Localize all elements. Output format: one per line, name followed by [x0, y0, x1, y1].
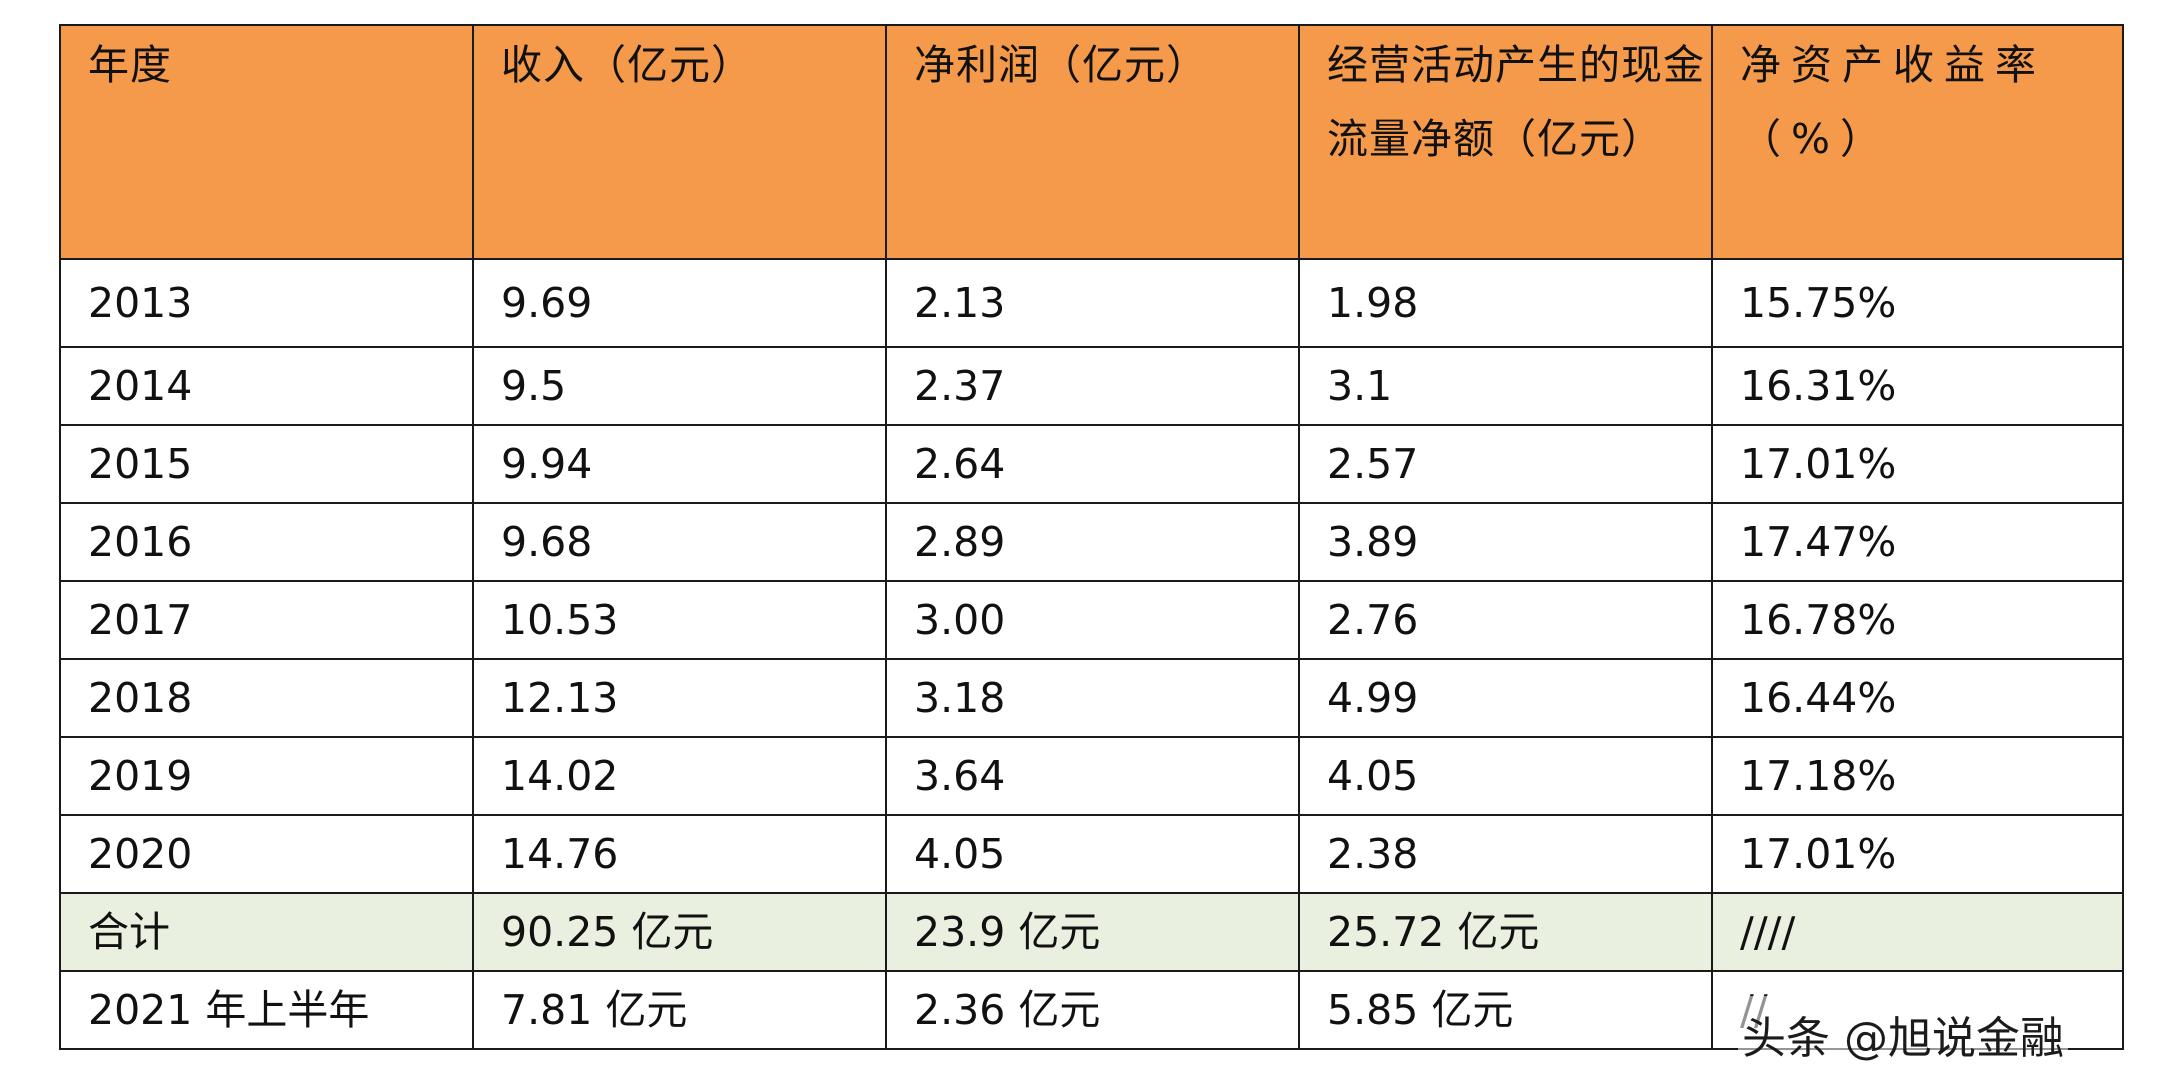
table-row: 2019 14.02 3.64 4.05 17.18%: [59, 736, 2124, 816]
cell-revenue: 14.02: [472, 736, 887, 816]
cell-total-revenue: 90.25 亿元: [472, 892, 887, 972]
table-row: 2016 9.68 2.89 3.89 17.47%: [59, 502, 2124, 582]
cell-revenue: 9.5: [472, 346, 887, 426]
half-year-row: 2021 年上半年 7.81 亿元 2.36 亿元 5.85 亿元 //: [59, 970, 2124, 1050]
cell-year: 2015: [59, 424, 474, 504]
total-row: 合计 90.25 亿元 23.9 亿元 25.72 亿元 ////: [59, 892, 2124, 972]
cell-cash-flow: 2.76: [1298, 580, 1713, 660]
cell-net-profit: 2.37: [885, 346, 1300, 426]
cell-roe: 16.44%: [1711, 658, 2124, 738]
cell-half-label: 2021 年上半年: [59, 970, 474, 1050]
cell-net-profit: 4.05: [885, 814, 1300, 894]
table-row: 2018 12.13 3.18 4.99 16.44%: [59, 658, 2124, 738]
cell-year: 2018: [59, 658, 474, 738]
cell-revenue: 10.53: [472, 580, 887, 660]
cell-year: 2019: [59, 736, 474, 816]
cell-year: 2013: [59, 258, 474, 348]
cell-net-profit: 3.00: [885, 580, 1300, 660]
header-row: 年度 收入（亿元） 净利润（亿元） 经营活动产生的现金流量净额（亿元） 净资产收…: [59, 24, 2124, 260]
cell-revenue: 9.68: [472, 502, 887, 582]
cell-net-profit: 3.64: [885, 736, 1300, 816]
cell-revenue: 9.94: [472, 424, 887, 504]
cell-roe: 17.18%: [1711, 736, 2124, 816]
cell-total-net-profit: 23.9 亿元: [885, 892, 1300, 972]
cell-roe: 17.01%: [1711, 814, 2124, 894]
cell-revenue: 14.76: [472, 814, 887, 894]
cell-year: 2014: [59, 346, 474, 426]
cell-roe: 17.47%: [1711, 502, 2124, 582]
header-net-profit: 净利润（亿元）: [885, 24, 1300, 260]
cell-revenue: 9.69: [472, 258, 887, 348]
cell-cash-flow: 3.1: [1298, 346, 1713, 426]
cell-cash-flow: 4.05: [1298, 736, 1713, 816]
cell-total-roe: ////: [1711, 892, 2124, 972]
cell-revenue: 12.13: [472, 658, 887, 738]
header-operating-cash-flow: 经营活动产生的现金流量净额（亿元）: [1298, 24, 1713, 260]
cell-roe: 17.01%: [1711, 424, 2124, 504]
cell-cash-flow: 2.57: [1298, 424, 1713, 504]
cell-roe: 15.75%: [1711, 258, 2124, 348]
cell-roe: 16.31%: [1711, 346, 2124, 426]
header-revenue: 收入（亿元）: [472, 24, 887, 260]
table-row: 2014 9.5 2.37 3.1 16.31%: [59, 346, 2124, 426]
cell-total-label: 合计: [59, 892, 474, 972]
cell-net-profit: 2.13: [885, 258, 1300, 348]
watermark: 头条 @旭说金融: [1738, 996, 2068, 1072]
cell-half-revenue: 7.81 亿元: [472, 970, 887, 1050]
cell-cash-flow: 3.89: [1298, 502, 1713, 582]
table-row: 2013 9.69 2.13 1.98 15.75%: [59, 258, 2124, 348]
financial-table: 年度 收入（亿元） 净利润（亿元） 经营活动产生的现金流量净额（亿元） 净资产收…: [59, 24, 2124, 1050]
table-row: 2020 14.76 4.05 2.38 17.01%: [59, 814, 2124, 894]
table-row: 2017 10.53 3.00 2.76 16.78%: [59, 580, 2124, 660]
cell-net-profit: 2.64: [885, 424, 1300, 504]
cell-roe: 16.78%: [1711, 580, 2124, 660]
cell-cash-flow: 1.98: [1298, 258, 1713, 348]
cell-cash-flow: 4.99: [1298, 658, 1713, 738]
header-year: 年度: [59, 24, 474, 260]
cell-total-cash-flow: 25.72 亿元: [1298, 892, 1713, 972]
cell-half-cash-flow: 5.85 亿元: [1298, 970, 1713, 1050]
cell-cash-flow: 2.38: [1298, 814, 1713, 894]
table-row: 2015 9.94 2.64 2.57 17.01%: [59, 424, 2124, 504]
cell-net-profit: 3.18: [885, 658, 1300, 738]
cell-year: 2017: [59, 580, 474, 660]
cell-year: 2020: [59, 814, 474, 894]
header-roe: 净资产收益率（%）: [1711, 24, 2124, 260]
cell-net-profit: 2.89: [885, 502, 1300, 582]
cell-half-net-profit: 2.36 亿元: [885, 970, 1300, 1050]
cell-year: 2016: [59, 502, 474, 582]
